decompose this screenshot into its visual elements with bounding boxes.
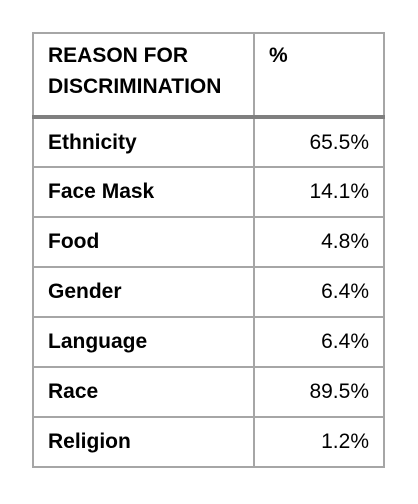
reason-cell: Language [32, 316, 255, 368]
table-row: Face Mask 14.1% [32, 166, 385, 218]
reason-cell: Gender [32, 266, 255, 318]
table-row: Ethnicity 65.5% [32, 116, 385, 168]
discrimination-table: REASON FOR DISCRIMINATION % Ethnicity 65… [32, 32, 385, 468]
percent-cell: 65.5% [253, 116, 385, 168]
table-row: Language 6.4% [32, 316, 385, 368]
header-percent: % [253, 32, 385, 119]
percent-cell: 4.8% [253, 216, 385, 268]
table-row: Gender 6.4% [32, 266, 385, 318]
reason-cell: Race [32, 366, 255, 418]
header-reason: REASON FOR DISCRIMINATION [32, 32, 255, 119]
discrimination-table-container: REASON FOR DISCRIMINATION % Ethnicity 65… [32, 32, 385, 468]
table-row: Race 89.5% [32, 366, 385, 418]
table-row: Religion 1.2% [32, 416, 385, 468]
percent-cell: 1.2% [253, 416, 385, 468]
header-row: REASON FOR DISCRIMINATION % [32, 32, 385, 119]
reason-cell: Face Mask [32, 166, 255, 218]
percent-cell: 6.4% [253, 266, 385, 318]
percent-cell: 89.5% [253, 366, 385, 418]
reason-cell: Religion [32, 416, 255, 468]
percent-cell: 14.1% [253, 166, 385, 218]
reason-cell: Food [32, 216, 255, 268]
table-row: Food 4.8% [32, 216, 385, 268]
reason-cell: Ethnicity [32, 116, 255, 168]
table-header: REASON FOR DISCRIMINATION % [32, 32, 385, 119]
percent-cell: 6.4% [253, 316, 385, 368]
table-body: Ethnicity 65.5% Face Mask 14.1% Food 4.8… [32, 116, 385, 468]
